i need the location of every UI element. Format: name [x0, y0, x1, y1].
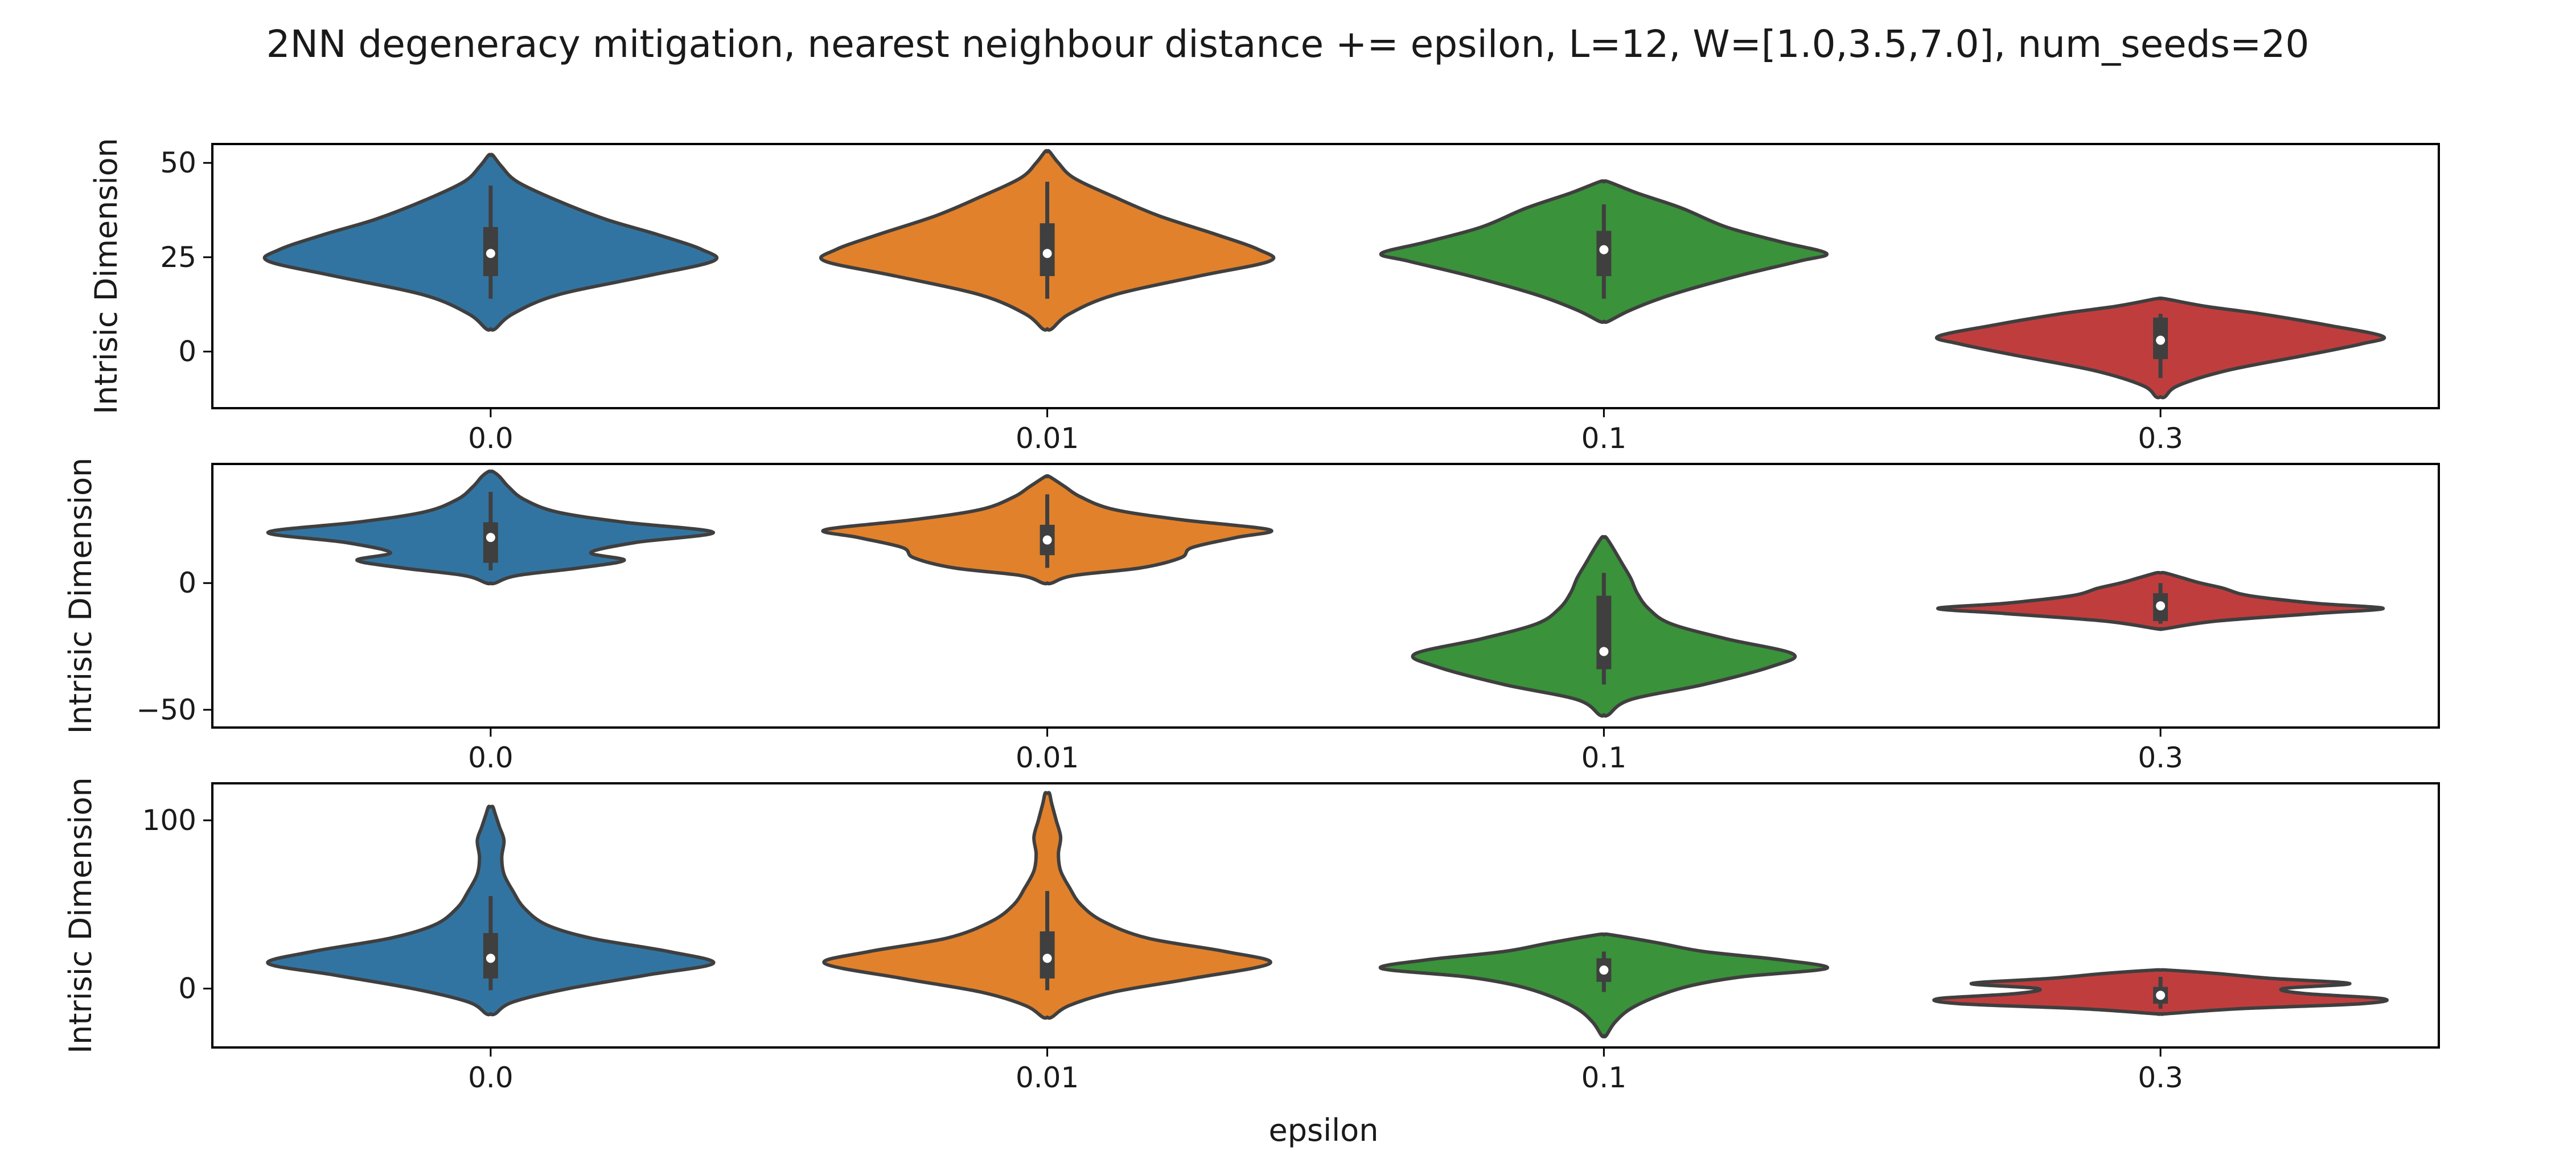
x-tick-label-1-3: 0.3 — [2138, 422, 2183, 455]
iqr-box-2-0.1 — [1596, 595, 1612, 669]
subplot-2: −50 0 0.0 0.01 0.1 0.3 Intrisic Dimension — [63, 458, 2440, 774]
x-tick-label-1-1: 0.01 — [1016, 422, 1079, 455]
y-axis-label-3: Intrisic Dimension — [63, 777, 98, 1054]
x-axis-label: epsilon — [1269, 1112, 1379, 1148]
chart-title: 2NN degeneracy mitigation, nearest neigh… — [266, 22, 2310, 66]
x-tick-label-3-3: 0.3 — [2138, 1061, 2183, 1094]
y-tick-label-1-1: 25 — [160, 241, 196, 274]
y-tick-label-2-0: −50 — [136, 693, 196, 726]
x-tick-label-3-1: 0.01 — [1016, 1061, 1079, 1094]
y-axis-label-1: Intrisic Dimension — [88, 138, 124, 414]
median-dot-1-0.0 — [486, 249, 495, 258]
x-tick-label-2-3: 0.3 — [2138, 741, 2183, 774]
x-tick-label-2-2: 0.1 — [1581, 741, 1627, 774]
y-axis-label-2: Intrisic Dimension — [63, 458, 98, 734]
median-dot-2-0.0 — [486, 533, 495, 543]
median-dot-3-0.1 — [1599, 965, 1609, 975]
subplots-group: 0 25 50 0.0 0.01 0.1 0.3 Intrisic Dimension −50 0… — [63, 138, 2440, 1094]
subplot-3: 0 100 0.0 0.01 0.1 0.3 Intrisic Dimension — [63, 777, 2440, 1094]
median-dot-2-0.01 — [1042, 535, 1052, 545]
y-tick-label-3-1: 100 — [142, 804, 196, 837]
subplot-1: 0 25 50 0.0 0.01 0.1 0.3 Intrisic Dimension — [88, 138, 2440, 455]
x-tick-label-1-0: 0.0 — [468, 422, 513, 455]
y-tick-label-3-0: 0 — [178, 972, 196, 1005]
y-tick-label-1-0: 0 — [178, 335, 196, 368]
median-dot-3-0.01 — [1042, 954, 1052, 963]
median-dot-2-0.1 — [1599, 647, 1609, 656]
x-tick-label-3-0: 0.0 — [468, 1061, 513, 1094]
x-tick-label-2-1: 0.01 — [1016, 741, 1079, 774]
median-dot-1-0.1 — [1599, 245, 1609, 254]
x-tick-label-3-2: 0.1 — [1581, 1061, 1627, 1094]
axes-frame-1 — [211, 143, 2440, 409]
median-dot-3-0.0 — [486, 954, 495, 963]
median-dot-2-0.3 — [2156, 601, 2166, 611]
iqr-box-2-0.0 — [483, 522, 498, 563]
axes-frame-3 — [211, 782, 2440, 1049]
median-dot-3-0.3 — [2156, 991, 2166, 1000]
median-dot-1-0.01 — [1042, 249, 1052, 258]
x-tick-label-2-0: 0.0 — [468, 741, 513, 774]
axes-frame-2 — [211, 463, 2440, 729]
median-dot-1-0.3 — [2156, 335, 2166, 345]
x-tick-label-1-2: 0.1 — [1581, 422, 1627, 455]
y-tick-label-2-1: 0 — [178, 566, 196, 599]
y-tick-label-1-2: 50 — [160, 146, 196, 179]
